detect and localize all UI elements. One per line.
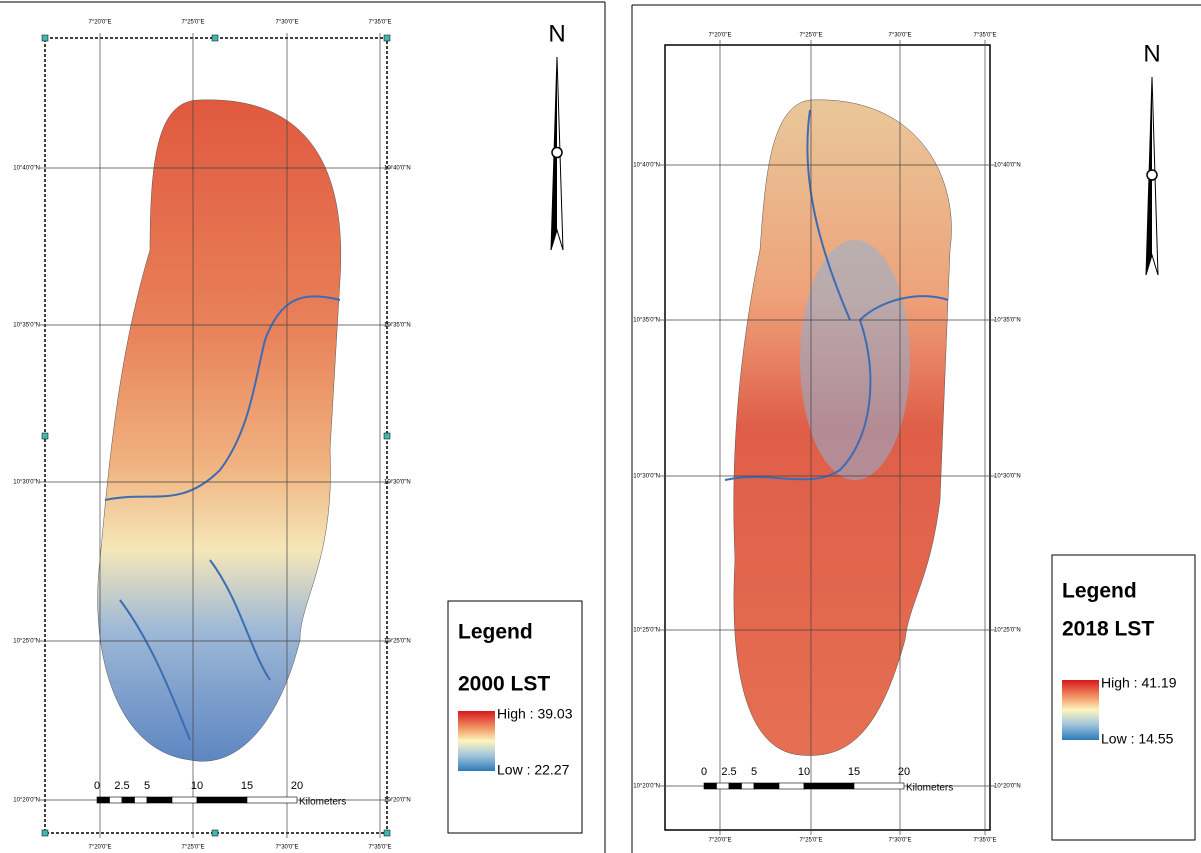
scale-bar <box>804 783 854 789</box>
frame-handle <box>42 830 48 836</box>
latitude-label: 10°30'0"N <box>633 474 660 480</box>
cool-zone <box>800 240 910 480</box>
latitude-label: 10°20'0"N <box>994 784 1021 790</box>
scale-bar <box>172 797 197 803</box>
latitude-label: 10°40'0"N <box>384 166 411 172</box>
legend-ramp <box>1062 680 1099 740</box>
scale-bar <box>742 783 755 789</box>
longitude-label: 7°35'0"E <box>973 33 996 39</box>
longitude-label: 7°25'0"E <box>181 845 204 851</box>
scale-label: 20 <box>291 780 303 792</box>
scale-bar <box>717 783 730 789</box>
north-label: N <box>548 20 565 47</box>
frame-handle <box>384 35 390 41</box>
scale-label: 5 <box>144 780 150 792</box>
latitude-label: 10°30'0"N <box>13 480 40 486</box>
latitude-label: 10°35'0"N <box>994 318 1021 324</box>
legend-low: Low : 14.55 <box>1101 731 1174 747</box>
scale-bar <box>110 797 123 803</box>
scale-label: 10 <box>798 766 810 778</box>
longitude-label: 7°20'0"E <box>708 838 731 844</box>
latitude-label: 10°20'0"N <box>633 784 660 790</box>
scale-label: 0 <box>94 780 100 792</box>
legend-subtitle: 2000 LST <box>458 673 550 696</box>
longitude-label: 7°20'0"E <box>88 845 111 851</box>
latitude-label: 10°20'0"N <box>384 798 411 804</box>
scale-label: 2.5 <box>721 766 736 778</box>
legend-high: High : 41.19 <box>1101 675 1177 691</box>
scale-bar <box>704 783 717 789</box>
frame-handle <box>42 433 48 439</box>
scale-label: 10 <box>191 780 203 792</box>
scale-label: 15 <box>848 766 860 778</box>
legend-title: Legend <box>1062 580 1137 603</box>
scale-bar <box>729 783 742 789</box>
longitude-label: 7°35'0"E <box>973 838 996 844</box>
latitude-label: 10°30'0"N <box>994 474 1021 480</box>
scale-bar <box>97 797 110 803</box>
latitude-label: 10°35'0"N <box>384 323 411 329</box>
north-arrow <box>1147 170 1157 180</box>
frame-handle <box>384 433 390 439</box>
latitude-label: 10°40'0"N <box>633 163 660 169</box>
scale-label: 20 <box>898 766 910 778</box>
longitude-label: 7°25'0"E <box>799 33 822 39</box>
latitude-label: 10°30'0"N <box>384 480 411 486</box>
scale-label: 0 <box>701 766 707 778</box>
longitude-label: 7°30'0"E <box>275 845 298 851</box>
longitude-label: 7°20'0"E <box>88 20 111 26</box>
frame-handle <box>42 35 48 41</box>
lst-raster <box>98 100 341 761</box>
longitude-label: 7°30'0"E <box>888 33 911 39</box>
scale-bar <box>754 783 779 789</box>
scale-bar <box>854 783 904 789</box>
scale-unit: Kilometers <box>906 783 953 794</box>
scale-bar <box>147 797 172 803</box>
north-arrow <box>552 148 562 158</box>
scale-label: 2.5 <box>114 780 129 792</box>
latitude-label: 10°25'0"N <box>13 639 40 645</box>
frame-handle <box>384 830 390 836</box>
legend-subtitle: 2018 LST <box>1062 618 1154 641</box>
latitude-label: 10°25'0"N <box>994 628 1021 634</box>
latitude-label: 10°35'0"N <box>633 318 660 324</box>
scale-label: 5 <box>751 766 757 778</box>
longitude-label: 7°35'0"E <box>368 845 391 851</box>
scale-bar <box>135 797 148 803</box>
latitude-label: 10°20'0"N <box>13 798 40 804</box>
legend-low: Low : 22.27 <box>497 762 570 778</box>
latitude-label: 10°40'0"N <box>13 166 40 172</box>
north-label: N <box>1143 40 1160 67</box>
legend-high: High : 39.03 <box>497 706 573 722</box>
latitude-label: 10°25'0"N <box>384 639 411 645</box>
latitude-label: 10°25'0"N <box>633 628 660 634</box>
longitude-label: 7°35'0"E <box>368 20 391 26</box>
frame-handle <box>212 35 218 41</box>
page: 7°20'0"E 7°20'0"E 7°25'0"E 7°25'0"E 7°30'0"E… <box>0 0 1201 853</box>
longitude-label: 7°25'0"E <box>799 838 822 844</box>
longitude-label: 7°30'0"E <box>888 838 911 844</box>
scale-bar <box>122 797 135 803</box>
longitude-label: 7°30'0"E <box>275 20 298 26</box>
frame-handle <box>212 830 218 836</box>
longitude-label: 7°20'0"E <box>708 33 731 39</box>
scale-label: 15 <box>241 780 253 792</box>
latitude-label: 10°40'0"N <box>994 163 1021 169</box>
latitude-label: 10°35'0"N <box>13 323 40 329</box>
legend-title: Legend <box>458 621 533 644</box>
scale-bar <box>247 797 297 803</box>
scale-unit: Kilometers <box>299 797 346 808</box>
legend-ramp <box>458 711 495 771</box>
longitude-label: 7°25'0"E <box>181 20 204 26</box>
scale-bar <box>197 797 247 803</box>
scale-bar <box>779 783 804 789</box>
